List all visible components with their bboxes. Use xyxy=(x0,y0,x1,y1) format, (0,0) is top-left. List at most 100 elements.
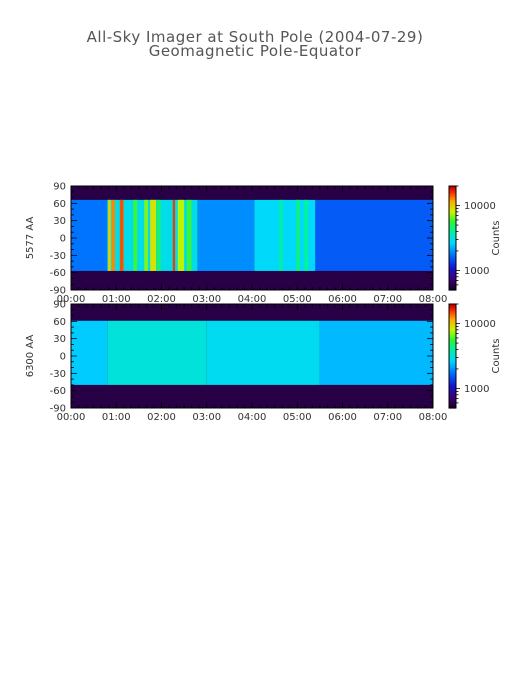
y-tick-label: 30 xyxy=(53,216,66,227)
colorbar-swatch xyxy=(449,234,456,237)
colorbar-swatch xyxy=(449,196,456,199)
x-tick-label: 08:00 xyxy=(419,294,448,305)
colorbar-swatch xyxy=(449,357,456,361)
colorbar-swatch xyxy=(449,187,456,191)
colorbar-label: Counts xyxy=(491,339,502,374)
colorbar-swatch xyxy=(449,385,456,388)
colorbar-swatch xyxy=(449,286,456,289)
colorbar-swatch xyxy=(449,369,456,373)
colorbar-swatch xyxy=(449,224,456,227)
x-tick-label: 00:00 xyxy=(57,294,86,305)
colorbar-tick-label: 10000 xyxy=(464,201,496,212)
colorbar-swatch xyxy=(449,255,456,258)
x-tick-label: 00:00 xyxy=(57,412,86,423)
heatmap-band xyxy=(186,199,192,271)
colorbar-swatch xyxy=(449,352,456,355)
colorbar-swatch xyxy=(449,232,456,236)
heatmap-band xyxy=(133,199,138,271)
colorbar-swatch xyxy=(449,201,456,204)
colorbar-swatch xyxy=(449,345,456,348)
colorbar-swatch xyxy=(449,231,456,234)
colorbar-swatch xyxy=(449,309,456,312)
colorbar-swatch xyxy=(449,364,456,367)
colorbar-swatch xyxy=(449,203,456,206)
y-tick-label: -90 xyxy=(50,404,66,415)
colorbar-swatch xyxy=(449,328,456,331)
colorbar-swatch xyxy=(449,342,456,345)
colorbar-swatch xyxy=(449,335,456,338)
colorbar-swatch xyxy=(449,284,456,288)
colorbar-frame xyxy=(448,303,457,409)
colorbar-swatch xyxy=(449,199,456,203)
colorbar-swatch xyxy=(449,340,456,343)
colorbar-swatch xyxy=(449,354,456,357)
heatmap-band xyxy=(119,199,124,271)
colorbar-swatch xyxy=(449,229,456,232)
heatmap-segment xyxy=(315,199,433,271)
colorbar-swatch xyxy=(449,192,456,196)
colorbar-swatch xyxy=(449,382,456,385)
colorbar-swatch xyxy=(449,387,456,390)
heatmap-segment xyxy=(71,320,108,385)
colorbar-swatch xyxy=(449,220,456,223)
colorbar-swatch xyxy=(449,310,456,314)
colorbar-swatch xyxy=(449,394,456,397)
colorbar-swatch xyxy=(449,366,456,369)
colorbar-swatch xyxy=(449,343,456,347)
colorbar-swatch xyxy=(449,401,456,404)
colorbar-swatch xyxy=(449,251,456,255)
colorbar-swatch xyxy=(449,236,456,239)
colorbar-swatch xyxy=(449,257,456,260)
y-tick-label: -90 xyxy=(50,286,66,297)
colorbar-swatch xyxy=(449,324,456,328)
colorbar-swatch xyxy=(449,373,456,376)
chart-subtitle: Geomagnetic Pole-Equator xyxy=(149,42,362,60)
heatmap-band xyxy=(156,199,161,271)
colorbar-swatch xyxy=(449,399,456,402)
colorbar-swatch xyxy=(449,225,456,229)
colorbar-swatch xyxy=(449,267,456,270)
heatmap-band xyxy=(279,199,283,271)
colorbar-swatch xyxy=(449,316,456,319)
colorbar-swatch xyxy=(449,331,456,335)
x-tick-label: 03:00 xyxy=(192,412,221,423)
colorbar-swatch xyxy=(449,330,456,333)
colorbar-swatch xyxy=(449,305,456,309)
y-tick-label: 0 xyxy=(60,234,66,245)
colorbar-swatch xyxy=(449,333,456,336)
colorbar-swatch xyxy=(449,362,456,366)
heatmap-band xyxy=(177,199,185,271)
colorbar-swatch xyxy=(449,277,456,281)
colorbar-swatch xyxy=(449,319,456,322)
colorbar-swatch xyxy=(449,248,456,251)
x-tick-label: 05:00 xyxy=(283,294,312,305)
colorbar-swatch xyxy=(449,198,456,201)
colorbar-swatch xyxy=(449,279,456,282)
colorbar-swatch xyxy=(449,213,456,217)
x-tick-label: 06:00 xyxy=(328,294,357,305)
colorbar-swatch xyxy=(449,191,456,194)
colorbar-swatch xyxy=(449,323,456,326)
colorbar-swatch xyxy=(449,395,456,399)
x-tick-label: 07:00 xyxy=(373,412,402,423)
colorbar-swatch xyxy=(449,368,456,371)
colorbar-swatch xyxy=(449,392,456,395)
colorbar-swatch xyxy=(449,378,456,381)
heatmap-segment xyxy=(206,320,320,385)
colorbar-swatch xyxy=(449,376,456,380)
colorbar-swatch xyxy=(449,314,456,317)
colorbar-swatch xyxy=(449,380,456,383)
colorbar-swatch xyxy=(449,246,456,249)
colorbar-swatch xyxy=(449,260,456,263)
colorbar-swatch xyxy=(449,281,456,284)
x-tick-label: 05:00 xyxy=(283,412,312,423)
colorbar-swatch xyxy=(449,217,456,220)
y-tick-label: -60 xyxy=(50,268,66,279)
x-tick-label: 02:00 xyxy=(147,412,176,423)
colorbar-swatch xyxy=(449,253,456,256)
y-tick-label: 30 xyxy=(53,334,66,345)
heatmap-band xyxy=(150,199,157,271)
colorbar-swatch xyxy=(449,347,456,350)
colorbar-swatch xyxy=(449,269,456,272)
